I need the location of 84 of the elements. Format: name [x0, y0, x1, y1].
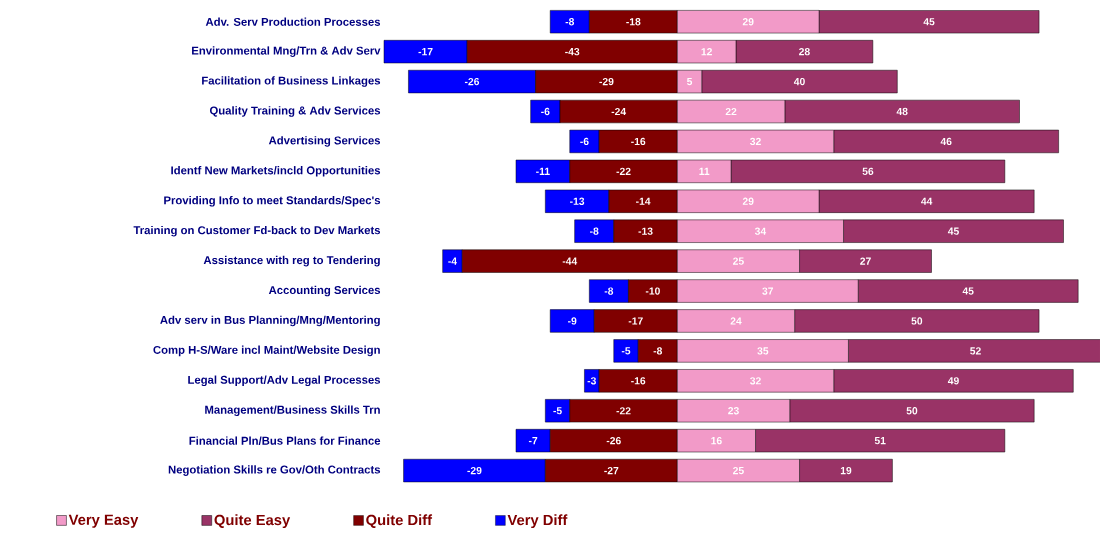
data-label: -13 — [570, 197, 585, 205]
data-label: 24 — [730, 317, 742, 325]
y-tick-label: Quality Training & Adv Services — [209, 106, 381, 117]
data-label: 45 — [962, 287, 974, 295]
y-tick-label: Assistance with reg to Tendering — [203, 255, 380, 267]
y-tick-label: Legal Support/Adv Legal Processes — [188, 375, 381, 386]
y-tick-label: Facilitation of Business Linkages — [202, 76, 381, 87]
data-label: 51 — [874, 436, 886, 445]
data-label: 5 — [686, 77, 693, 86]
data-label: 34 — [754, 227, 767, 235]
data-label: -6 — [541, 107, 550, 116]
data-label: 50 — [906, 406, 918, 415]
data-label: -16 — [631, 137, 646, 145]
data-label: 49 — [947, 377, 959, 385]
data-label: -11 — [536, 167, 550, 175]
y-tick-label: Identf New Markets/incld Opportunities — [171, 165, 381, 177]
data-label: -26 — [464, 77, 480, 86]
y-tick-label: Providing Info to meet Standards/Spec's — [164, 195, 381, 207]
y-tick-label: Adv serv in Bus Planning/Mng/Mentoring — [160, 315, 380, 327]
data-label: -6 — [580, 137, 589, 145]
data-label: -14 — [636, 197, 651, 205]
legend-label: Quite Diff — [366, 514, 433, 528]
data-label: 16 — [711, 436, 722, 445]
data-label: -27 — [604, 466, 619, 475]
y-tick-label: Accounting Services — [268, 285, 381, 297]
y-tick-label: Advertising Services — [268, 135, 381, 147]
data-label: -29 — [599, 77, 614, 86]
data-label: -4 — [448, 257, 457, 265]
y-tick-label: Financial Pln/Bus Plans for Finance — [189, 436, 381, 445]
data-label: -29 — [467, 466, 482, 475]
data-label: 12 — [701, 47, 712, 56]
data-label: -5 — [621, 347, 631, 355]
legend-label: Very Diff — [507, 514, 568, 528]
data-label: -10 — [645, 287, 660, 295]
data-label: 32 — [750, 377, 761, 385]
y-tick-label: Adv. Serv Production Processes — [205, 17, 381, 26]
data-label: -5 — [553, 407, 562, 415]
data-label: -16 — [631, 377, 646, 385]
y-tick-label: Management/Business Skills Trn — [205, 405, 380, 416]
data-label: -8 — [590, 227, 599, 235]
data-label: -8 — [565, 17, 575, 26]
data-label: 50 — [911, 317, 923, 325]
data-label: -24 — [611, 107, 627, 115]
data-label: 27 — [860, 257, 871, 265]
data-label: 56 — [862, 167, 874, 175]
data-label: 46 — [940, 137, 952, 145]
data-label: -22 — [616, 406, 631, 415]
y-tick-label: Training on Customer Fd-back to Dev Markets — [133, 225, 381, 237]
data-label: 23 — [728, 406, 739, 415]
data-label: -26 — [606, 436, 621, 445]
legend-label: Quite Easy — [214, 514, 291, 528]
data-label: 22 — [725, 107, 737, 115]
data-label: 45 — [923, 17, 935, 26]
data-label: 29 — [742, 17, 754, 26]
data-label: 45 — [947, 227, 959, 235]
y-tick-label: Comp H-S/Ware incl Maint/Website Design — [153, 345, 380, 357]
data-label: 11 — [699, 167, 710, 175]
y-tick-label: Environmental Mng/Trn & Adv Serv — [192, 46, 381, 57]
data-label: -17 — [418, 47, 433, 56]
data-label: 44 — [921, 197, 933, 205]
data-label: -44 — [562, 257, 578, 265]
data-label: 37 — [762, 287, 774, 295]
data-label: -22 — [616, 167, 631, 175]
data-label: 52 — [970, 347, 981, 355]
data-label: -8 — [604, 287, 614, 295]
data-label: -7 — [528, 436, 538, 445]
data-label: 28 — [799, 47, 810, 56]
y-tick-label: Negotiation Skills re Gov/Oth Contracts — [168, 465, 381, 476]
data-label: 29 — [742, 197, 754, 205]
data-label: -9 — [568, 317, 577, 325]
data-label: 40 — [793, 77, 805, 86]
data-label: 48 — [896, 107, 908, 116]
data-label: -3 — [587, 377, 596, 385]
data-label: -17 — [628, 317, 643, 325]
data-label: -8 — [653, 347, 663, 355]
data-label: 25 — [733, 466, 744, 475]
data-label: 35 — [757, 347, 769, 355]
data-label: 19 — [840, 466, 852, 475]
data-label: -43 — [565, 47, 580, 56]
data-label: 25 — [733, 257, 744, 265]
data-label: -13 — [638, 227, 653, 235]
legend-label: Very Easy — [68, 514, 139, 528]
data-label: 32 — [750, 137, 761, 145]
data-label: -18 — [626, 17, 641, 26]
